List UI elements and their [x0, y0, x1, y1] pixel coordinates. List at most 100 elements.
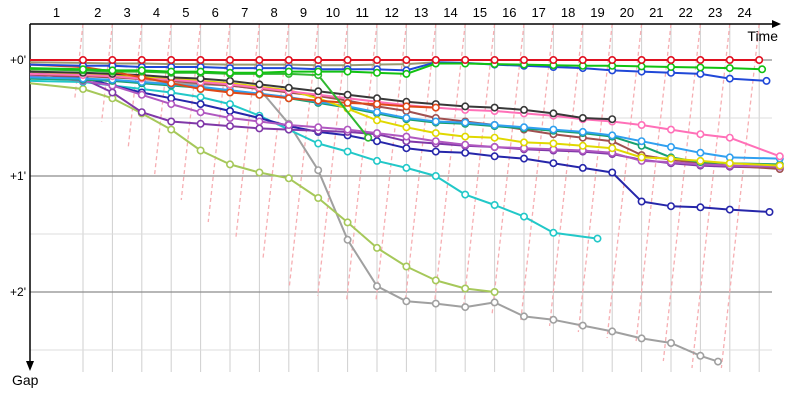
driver-navy-marker: [725, 205, 734, 214]
x-axis-title: Time: [747, 28, 778, 44]
driver-red-leader-marker: [343, 55, 352, 64]
driver-yellowgreen-marker: [461, 284, 470, 293]
driver-cyan-marker: [196, 93, 205, 102]
gap-label-2: +2': [10, 285, 26, 299]
driver-navy-marker: [402, 144, 411, 153]
driver-yellow-marker: [431, 129, 440, 138]
driver-red-leader-marker: [637, 55, 646, 64]
driver-yellowgreen-marker: [255, 168, 264, 177]
driver-cyan-marker: [461, 190, 470, 199]
driver-red-leader-marker: [284, 55, 293, 64]
driver-silver-marker: [519, 312, 528, 321]
driver-red-leader-marker: [431, 55, 440, 64]
driver-orchid-marker: [372, 129, 381, 138]
driver-red-leader-marker: [314, 55, 323, 64]
lapping-line-lap-18: [548, 23, 584, 327]
driver-orchid-marker: [137, 90, 146, 99]
driver-green-marker: [314, 67, 323, 76]
driver-black-marker: [226, 76, 235, 85]
driver-green-marker: [696, 63, 705, 72]
driver-dodgerblue-marker: [696, 148, 705, 157]
driver-silver-marker: [402, 297, 411, 306]
driver-silver-marker: [608, 327, 617, 336]
lapping-line-lap-19: [577, 23, 613, 333]
driver-green-marker: [343, 67, 352, 76]
driver-yellow-marker: [402, 123, 411, 132]
driver-black-marker: [578, 114, 587, 123]
driver-red-leader-marker: [108, 55, 117, 64]
lap-label-9: 9: [300, 5, 307, 20]
driver-yellow-marker: [490, 133, 499, 142]
driver-yellow-marker: [775, 161, 784, 170]
driver-blue-marker: [762, 76, 771, 85]
driver-red-leader-marker: [461, 55, 470, 64]
driver-green-marker: [758, 65, 767, 74]
driver-navy-marker: [490, 152, 499, 161]
lapping-line-lap-20: [606, 23, 643, 339]
lapping-line-lap-14: [433, 23, 466, 308]
driver-yellow-marker: [725, 159, 734, 168]
lap-label-21: 21: [649, 5, 663, 20]
driver-dodgerblue-marker: [549, 125, 558, 134]
lapping-line-lap-15: [463, 23, 496, 305]
driver-red-leader-marker: [167, 55, 176, 64]
driver-silver-marker: [372, 282, 381, 291]
driver-yellowgreen-marker: [314, 194, 323, 203]
driver-navy-marker: [765, 208, 774, 217]
driver-yellowgreen-marker: [402, 262, 411, 271]
driver-yellowgreen-marker: [284, 174, 293, 183]
driver-navy-marker: [608, 168, 617, 177]
driver-silver-marker: [461, 303, 470, 312]
driver-navy-marker: [519, 154, 528, 163]
driver-dodgerblue-marker: [578, 127, 587, 136]
driver-red-leader-marker: [549, 55, 558, 64]
driver-navy-marker: [549, 159, 558, 168]
lap-label-4: 4: [153, 5, 160, 20]
driver-red-leader-marker: [755, 55, 764, 64]
driver-green-marker: [79, 65, 88, 74]
lap-label-2: 2: [94, 5, 101, 20]
lap-label-16: 16: [502, 5, 516, 20]
driver-green-marker: [196, 67, 205, 76]
driver-yellowgreen-marker: [196, 146, 205, 155]
lap-label-24: 24: [737, 5, 751, 20]
driver-orangered-marker: [284, 94, 293, 103]
driver-pink-marker: [775, 152, 784, 161]
lapping-line-lap-4: [153, 23, 172, 176]
driver-pink-marker: [666, 125, 675, 134]
driver-black-marker: [314, 87, 323, 96]
driver-silver-marker: [578, 321, 587, 330]
driver-red-leader-marker: [137, 55, 146, 64]
driver-yellow-marker: [461, 132, 470, 141]
driver-red-leader-marker: [255, 55, 264, 64]
lap-label-3: 3: [123, 5, 130, 20]
driver-cyan-marker: [431, 172, 440, 181]
driver-orchid-marker: [343, 125, 352, 134]
driver-green-marker: [637, 62, 646, 71]
driver-green-marker: [284, 67, 293, 76]
driver-navy-marker: [578, 163, 587, 172]
lapping-line-lap-5: [180, 23, 202, 201]
driver-yellowgreen-line: [29, 82, 495, 293]
lapping-line-lap-22: [662, 23, 702, 362]
lap-label-8: 8: [270, 5, 277, 20]
driver-orangered-marker: [167, 79, 176, 88]
lap-label-6: 6: [212, 5, 219, 20]
driver-orangered-marker: [196, 85, 205, 94]
driver-cyan-marker: [402, 163, 411, 172]
driver-blue-marker: [696, 69, 705, 78]
driver-black-marker: [461, 102, 470, 111]
driver-dodgerblue-marker: [372, 108, 381, 117]
driver-orangered-marker: [402, 102, 411, 111]
driver-olive-line: [29, 61, 436, 67]
lap-label-13: 13: [414, 5, 428, 20]
driver-navy-marker: [696, 203, 705, 212]
driver-dodgerblue-marker: [637, 137, 646, 146]
driver-red-leader-marker: [666, 55, 675, 64]
lapping-line-lap-8: [262, 23, 290, 259]
y-axis-title: Gap: [12, 372, 39, 388]
driver-red-leader-marker: [79, 55, 88, 64]
lapping-line-lap-9: [288, 23, 319, 289]
driver-orangered-marker: [431, 103, 440, 112]
